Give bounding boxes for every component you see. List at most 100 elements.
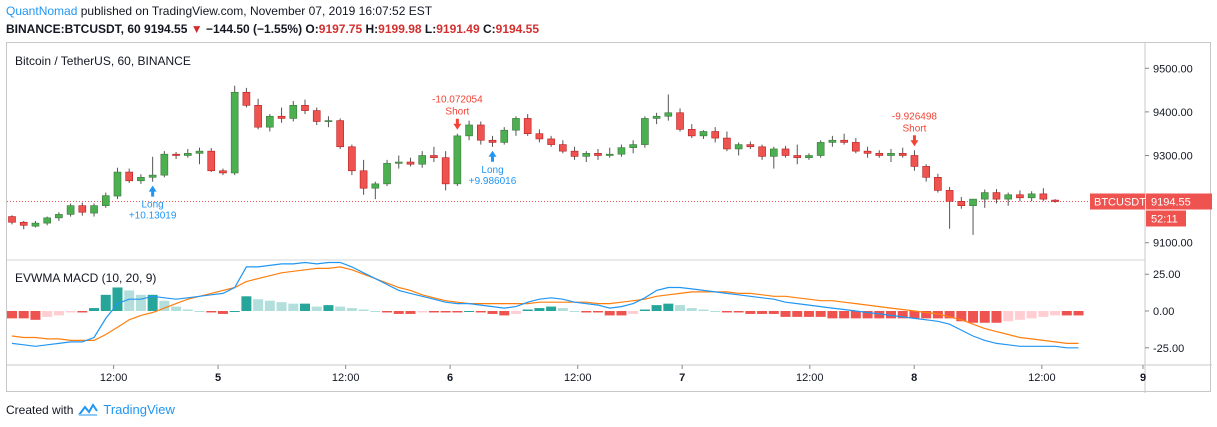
signal-line	[11, 266, 1079, 344]
candle-down	[172, 153, 180, 156]
chart-canvas[interactable]: 12:00 5 12:00 6 12:00 7 12:00 8 12:00 9 9500.00 940…	[7, 43, 1212, 393]
created-with-text: Created with	[6, 402, 74, 417]
macd-histogram-bar	[979, 311, 990, 323]
x-tick-label: 12:00	[332, 372, 360, 384]
candle-up	[1027, 193, 1036, 199]
candle-down	[301, 105, 309, 111]
macd-histogram-bar	[593, 311, 603, 313]
y-tick-label: 9300.00	[1153, 151, 1193, 163]
candle-up	[805, 155, 813, 158]
short-signal-label: Short	[445, 107, 469, 118]
macd-histogram-bar	[53, 311, 64, 316]
candle-down	[277, 115, 286, 119]
macd-histogram-bar	[276, 302, 287, 311]
candle-up	[664, 112, 673, 117]
candle-down	[242, 91, 251, 106]
macd-histogram-bar	[1073, 311, 1084, 316]
candle-up	[394, 161, 403, 164]
macd-histogram-bar	[65, 311, 76, 313]
macd-histogram-bar	[382, 311, 393, 313]
candle-down	[359, 170, 368, 189]
macd-histogram-bar	[417, 311, 428, 313]
candle-up	[230, 91, 239, 174]
candle-down	[125, 171, 133, 182]
macd-histogram-bar	[452, 311, 463, 313]
candle-down	[430, 155, 438, 158]
author-link[interactable]: QuantNomad	[6, 4, 78, 18]
macd-histogram-bar	[745, 311, 756, 314]
macd-histogram-bar	[42, 311, 53, 317]
candle-up	[453, 135, 462, 185]
symbol-line: BINANCE:BTCUSDT, 60 9194.55 ▼ −144.50 (−…	[6, 22, 539, 36]
candle-down	[336, 120, 344, 148]
macd-histogram-bar	[171, 306, 182, 311]
macd-histogram-bar	[803, 311, 814, 317]
x-tick-label: 8	[911, 372, 917, 384]
low-label: L:	[424, 22, 437, 36]
candle-up	[113, 171, 122, 197]
candle-up	[43, 217, 51, 224]
macd-histogram-bar	[18, 311, 29, 319]
candle-up	[969, 198, 977, 206]
footer: Created with TradingView	[6, 402, 175, 417]
macd-histogram-bar	[780, 311, 791, 317]
x-tick-label: 6	[447, 372, 453, 384]
candle-down	[746, 144, 755, 148]
candle-up	[418, 155, 427, 165]
candle-up	[887, 153, 895, 156]
macd-histogram-bar	[850, 311, 861, 319]
macd-histogram-bar	[358, 309, 369, 311]
macd-histogram-bar	[721, 311, 732, 313]
candle-down	[219, 170, 227, 174]
macd-histogram-bar	[510, 311, 521, 314]
macd-histogram-bar	[557, 308, 568, 311]
candle-down	[863, 150, 872, 154]
open-value: 9197.75	[318, 22, 363, 36]
chart-container[interactable]: 12:00 5 12:00 6 12:00 7 12:00 8 12:00 9 9500.00 940…	[6, 42, 1212, 393]
candle-up	[769, 148, 778, 157]
macd-histogram-bar	[135, 294, 146, 311]
macd-histogram-bar	[1050, 311, 1061, 316]
symbol-name: BINANCE:BTCUSDT, 60	[6, 22, 141, 36]
macd-histogram-bar	[194, 311, 205, 312]
candle-down	[687, 129, 696, 137]
macd-y-tick-label: 0.00	[1153, 306, 1174, 318]
macd-histogram-bar	[944, 311, 955, 319]
long-signal-value: +10.13019	[129, 211, 177, 222]
macd-histogram-bar	[112, 287, 123, 311]
macd-histogram-bar	[147, 294, 158, 311]
candle-up	[55, 214, 63, 219]
macd-histogram-bar	[311, 306, 322, 311]
x-tick-label: 12:00	[1028, 372, 1056, 384]
y-tick-label: 9400.00	[1153, 107, 1193, 119]
macd-histogram-bar	[124, 290, 135, 311]
y-tick-label: 9500.00	[1153, 63, 1193, 75]
candle-down	[910, 155, 919, 167]
tradingview-brand[interactable]: TradingView	[103, 402, 175, 417]
candle-down	[875, 153, 884, 156]
candle-down	[992, 192, 1001, 200]
candle-down	[676, 112, 684, 130]
macd-histogram-bar	[932, 311, 943, 319]
change-down-icon: ▼	[190, 22, 203, 36]
macd-histogram-bar	[616, 311, 627, 316]
macd-histogram-bar	[862, 311, 873, 319]
candle-down	[535, 133, 544, 140]
macd-histogram-bar	[827, 311, 838, 319]
candle-down	[547, 138, 555, 145]
close-label: C:	[482, 22, 496, 36]
macd-histogram-bar	[335, 306, 346, 311]
macd-histogram-bar	[710, 311, 721, 312]
candle-up	[324, 120, 333, 122]
macd-histogram-bar	[182, 309, 193, 311]
macd-histogram-bar	[300, 303, 310, 311]
macd-histogram-bar	[815, 311, 826, 317]
candle-down	[78, 205, 87, 213]
candle-down	[441, 157, 450, 185]
candle-down	[207, 150, 216, 172]
candle-down	[594, 153, 602, 156]
candle-up	[629, 144, 637, 148]
candle-up	[734, 144, 743, 150]
candle-down	[570, 150, 579, 157]
macd-histogram-bar	[686, 308, 697, 311]
